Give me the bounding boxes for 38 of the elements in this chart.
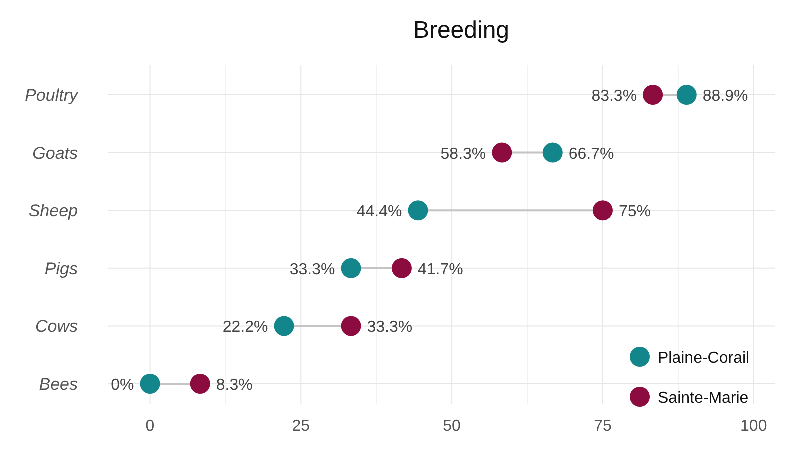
point <box>341 316 362 336</box>
data-label: 75% <box>618 204 651 221</box>
data-label: 44.4% <box>356 204 402 221</box>
data-label: 8.3% <box>216 377 253 394</box>
y-tick-label: Cows <box>35 317 78 336</box>
point <box>274 316 294 336</box>
legend-label: Plaine-Corail <box>658 350 750 367</box>
y-tick-label: Poultry <box>25 86 80 105</box>
point <box>341 258 362 278</box>
point <box>643 85 664 105</box>
point <box>676 85 697 105</box>
x-tick-label: 100 <box>740 418 768 435</box>
x-tick-label: 25 <box>292 418 310 435</box>
point <box>492 142 512 163</box>
point <box>592 200 613 221</box>
x-tick-label: 75 <box>594 418 612 435</box>
point <box>140 374 160 394</box>
legend-label: Sainte-Marie <box>658 390 749 407</box>
point <box>542 142 563 163</box>
point <box>190 374 210 394</box>
y-tick-label: Pigs <box>44 259 78 278</box>
point <box>392 258 412 278</box>
data-label: 58.3% <box>440 146 486 163</box>
y-tick-label: Bees <box>39 375 78 394</box>
x-tick-label: 0 <box>146 418 155 435</box>
data-label: 0% <box>111 377 134 394</box>
data-label: 33.3% <box>290 261 336 278</box>
y-tick-label: Goats <box>32 144 78 163</box>
data-label: 33.3% <box>367 319 413 336</box>
point <box>408 200 428 221</box>
x-tick-label: 50 <box>443 418 462 435</box>
data-label: 41.7% <box>418 261 464 278</box>
data-label: 66.7% <box>568 146 614 163</box>
data-label: 22.2% <box>222 319 268 336</box>
y-tick-label: Sheep <box>28 202 78 221</box>
data-label: 88.9% <box>702 88 748 105</box>
data-label: 83.3% <box>592 88 638 105</box>
chart-title: Breeding <box>413 17 510 44</box>
